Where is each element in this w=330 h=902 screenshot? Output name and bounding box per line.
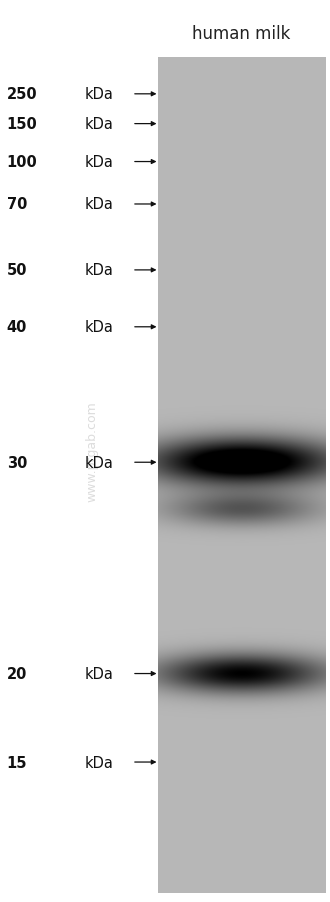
- Text: kDa: kDa: [84, 263, 113, 278]
- Text: 20: 20: [7, 667, 27, 681]
- Text: kDa: kDa: [84, 87, 113, 102]
- Text: kDa: kDa: [84, 117, 113, 132]
- Text: www.ptgab.com: www.ptgab.com: [86, 400, 99, 502]
- Text: human milk: human milk: [192, 25, 291, 43]
- Text: kDa: kDa: [84, 155, 113, 170]
- Text: 100: 100: [7, 155, 37, 170]
- Text: 70: 70: [7, 198, 27, 212]
- Text: 30: 30: [7, 456, 27, 470]
- Text: 150: 150: [7, 117, 37, 132]
- Text: kDa: kDa: [84, 198, 113, 212]
- Text: 15: 15: [7, 755, 27, 769]
- Text: 40: 40: [7, 320, 27, 335]
- Text: 250: 250: [7, 87, 37, 102]
- Text: 50: 50: [7, 263, 27, 278]
- Text: kDa: kDa: [84, 755, 113, 769]
- Text: kDa: kDa: [84, 320, 113, 335]
- Text: kDa: kDa: [84, 456, 113, 470]
- Text: kDa: kDa: [84, 667, 113, 681]
